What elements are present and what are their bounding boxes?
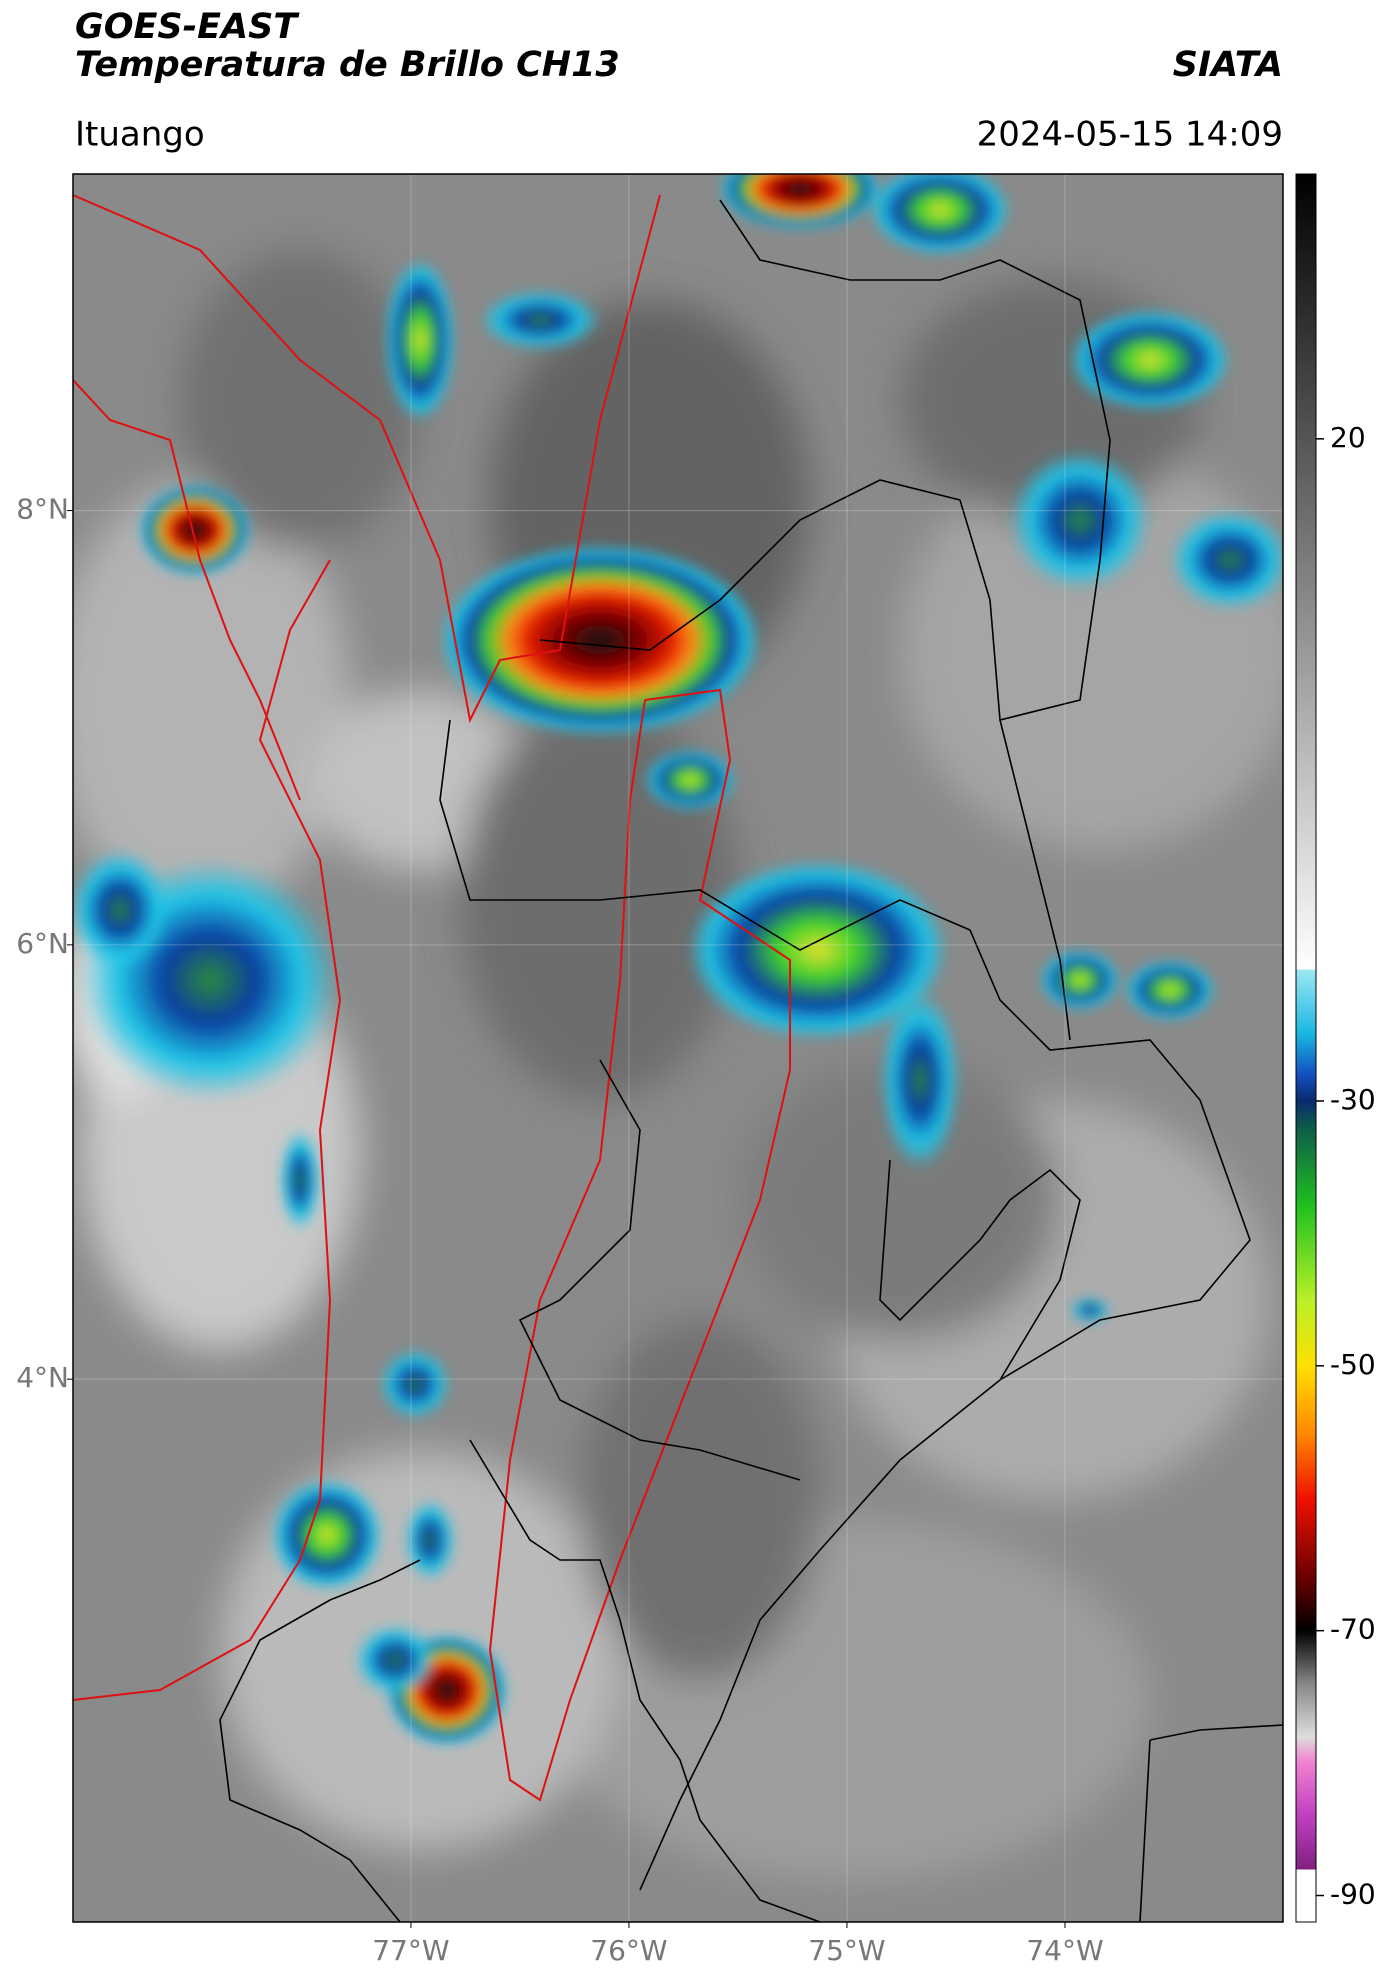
x-tick-label: 77°W — [372, 1934, 449, 1967]
colorbar-tick-label: -70 — [1330, 1613, 1376, 1646]
y-tick-label: 8°N — [16, 493, 69, 526]
agency: SIATA — [1173, 45, 1283, 85]
title: GOES-EAST — [75, 7, 300, 47]
y-tick-label: 6°N — [16, 927, 69, 960]
colorbar-tick-label: -30 — [1330, 1083, 1376, 1116]
satellite-image — [73, 174, 1283, 1922]
x-tick-label: 74°W — [1026, 1934, 1103, 1967]
subtitle: Temperatura de Brillo CH13 — [75, 45, 620, 85]
y-tick-label: 4°N — [16, 1361, 69, 1394]
colorbar-tick-label: 20 — [1330, 421, 1366, 454]
map-frame — [72, 173, 1284, 1923]
location: Ituango — [75, 115, 205, 155]
colorbar-tick-label: -90 — [1330, 1878, 1376, 1911]
x-tick-label: 76°W — [590, 1934, 667, 1967]
colorbar-tick-label: -50 — [1330, 1348, 1376, 1381]
timestamp: 2024-05-15 14:09 — [977, 115, 1283, 155]
x-tick-label: 75°W — [808, 1934, 885, 1967]
colorbar — [1295, 173, 1317, 1923]
graticule — [73, 174, 1283, 1922]
